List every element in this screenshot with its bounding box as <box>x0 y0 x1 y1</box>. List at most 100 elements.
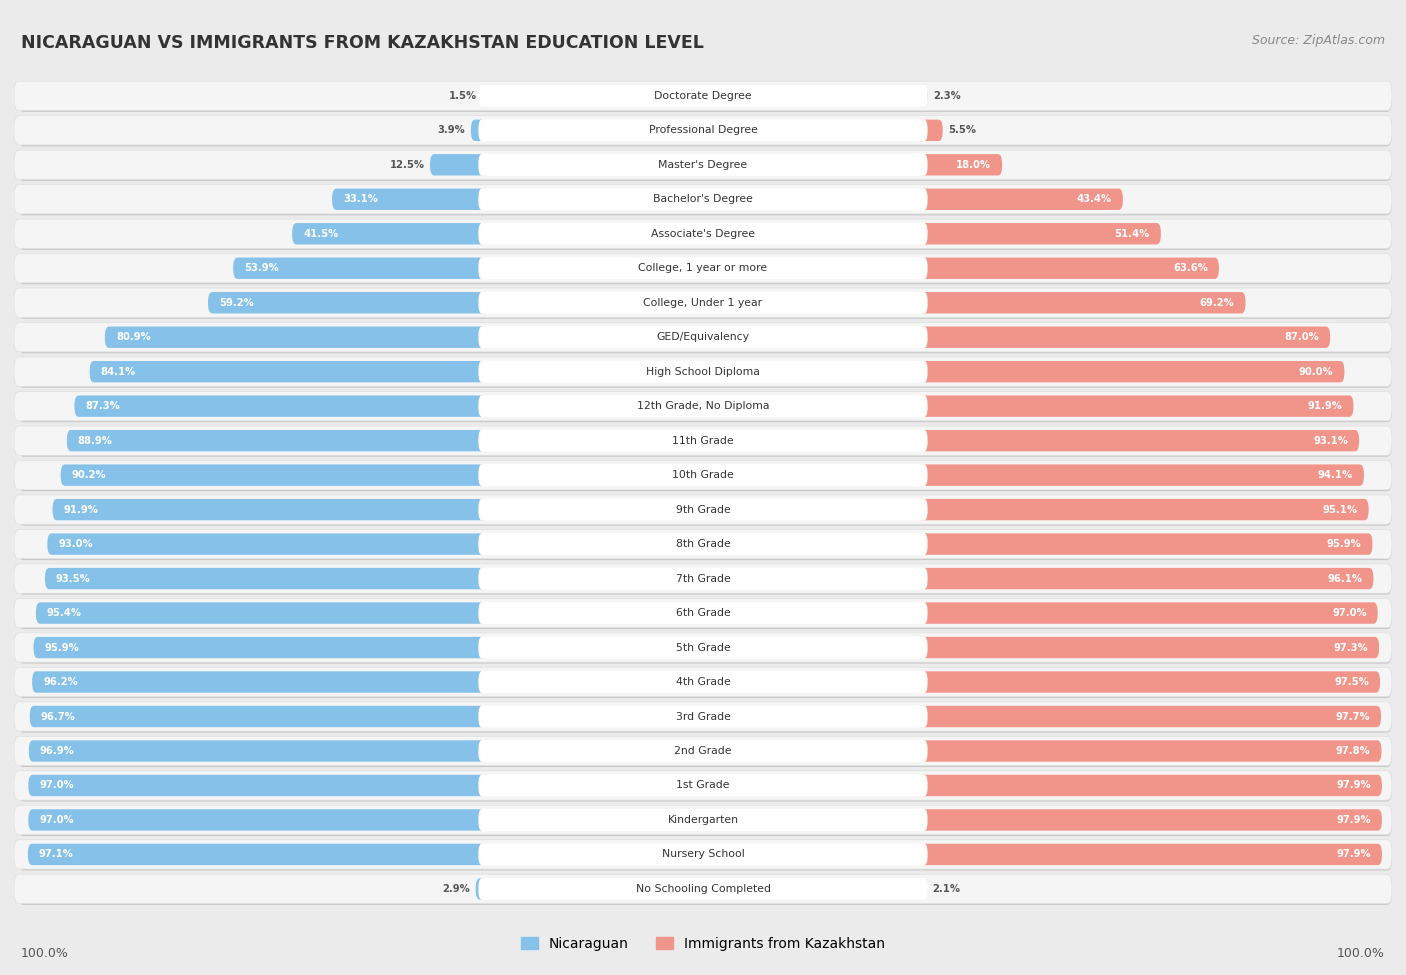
FancyBboxPatch shape <box>478 361 928 383</box>
FancyBboxPatch shape <box>14 839 1392 869</box>
Text: College, Under 1 year: College, Under 1 year <box>644 297 762 308</box>
FancyBboxPatch shape <box>18 496 1392 526</box>
FancyBboxPatch shape <box>917 499 1368 521</box>
FancyBboxPatch shape <box>18 151 1392 180</box>
FancyBboxPatch shape <box>478 85 928 107</box>
FancyBboxPatch shape <box>478 602 928 624</box>
Text: 94.1%: 94.1% <box>1317 470 1353 480</box>
FancyBboxPatch shape <box>28 740 489 761</box>
Text: 1st Grade: 1st Grade <box>676 780 730 791</box>
Text: 5.5%: 5.5% <box>948 126 976 136</box>
FancyBboxPatch shape <box>478 843 928 866</box>
FancyBboxPatch shape <box>917 154 1002 176</box>
Text: Source: ZipAtlas.com: Source: ZipAtlas.com <box>1251 34 1385 47</box>
Text: 51.4%: 51.4% <box>1115 229 1150 239</box>
FancyBboxPatch shape <box>14 495 1392 525</box>
Text: 3rd Grade: 3rd Grade <box>675 712 731 722</box>
FancyBboxPatch shape <box>18 220 1392 250</box>
FancyBboxPatch shape <box>18 255 1392 285</box>
FancyBboxPatch shape <box>60 464 489 486</box>
FancyBboxPatch shape <box>917 637 1379 658</box>
FancyBboxPatch shape <box>14 150 1392 179</box>
Text: Master's Degree: Master's Degree <box>658 160 748 170</box>
FancyBboxPatch shape <box>67 430 489 451</box>
Text: 63.6%: 63.6% <box>1173 263 1208 273</box>
Text: 90.0%: 90.0% <box>1299 367 1333 376</box>
FancyBboxPatch shape <box>478 327 928 348</box>
FancyBboxPatch shape <box>14 116 1392 145</box>
FancyBboxPatch shape <box>18 530 1392 560</box>
FancyBboxPatch shape <box>478 774 928 797</box>
FancyBboxPatch shape <box>917 603 1378 624</box>
Text: 2.1%: 2.1% <box>932 884 960 894</box>
Text: Professional Degree: Professional Degree <box>648 126 758 136</box>
FancyBboxPatch shape <box>18 186 1392 215</box>
Text: 95.4%: 95.4% <box>46 608 82 618</box>
Text: 95.1%: 95.1% <box>1323 505 1358 515</box>
FancyBboxPatch shape <box>14 184 1392 214</box>
FancyBboxPatch shape <box>28 843 489 865</box>
FancyBboxPatch shape <box>917 809 1382 831</box>
Text: 91.9%: 91.9% <box>1308 401 1343 411</box>
FancyBboxPatch shape <box>14 460 1392 489</box>
FancyBboxPatch shape <box>18 290 1392 319</box>
FancyBboxPatch shape <box>18 566 1392 595</box>
FancyBboxPatch shape <box>14 771 1392 800</box>
FancyBboxPatch shape <box>478 154 928 176</box>
FancyBboxPatch shape <box>917 85 928 106</box>
Text: 2.9%: 2.9% <box>443 884 470 894</box>
FancyBboxPatch shape <box>75 396 489 417</box>
FancyBboxPatch shape <box>37 603 489 624</box>
FancyBboxPatch shape <box>917 257 1219 279</box>
FancyBboxPatch shape <box>18 635 1392 664</box>
FancyBboxPatch shape <box>478 706 928 727</box>
FancyBboxPatch shape <box>28 809 489 831</box>
FancyBboxPatch shape <box>14 875 1392 904</box>
FancyBboxPatch shape <box>478 878 928 900</box>
FancyBboxPatch shape <box>917 396 1354 417</box>
FancyBboxPatch shape <box>478 395 928 417</box>
FancyBboxPatch shape <box>14 254 1392 283</box>
Text: 95.9%: 95.9% <box>1327 539 1361 549</box>
FancyBboxPatch shape <box>478 464 928 487</box>
Text: 100.0%: 100.0% <box>1337 947 1385 960</box>
FancyBboxPatch shape <box>482 85 489 106</box>
FancyBboxPatch shape <box>14 288 1392 318</box>
Text: 12th Grade, No Diploma: 12th Grade, No Diploma <box>637 401 769 411</box>
Text: 8th Grade: 8th Grade <box>676 539 730 549</box>
FancyBboxPatch shape <box>917 878 927 900</box>
FancyBboxPatch shape <box>18 117 1392 146</box>
Text: Associate's Degree: Associate's Degree <box>651 229 755 239</box>
Text: 53.9%: 53.9% <box>245 263 278 273</box>
FancyBboxPatch shape <box>14 426 1392 455</box>
Text: 97.0%: 97.0% <box>39 780 75 791</box>
FancyBboxPatch shape <box>18 806 1392 836</box>
FancyBboxPatch shape <box>14 529 1392 559</box>
Text: 97.9%: 97.9% <box>1336 780 1371 791</box>
FancyBboxPatch shape <box>14 736 1392 765</box>
Text: GED/Equivalency: GED/Equivalency <box>657 332 749 342</box>
FancyBboxPatch shape <box>917 292 1246 313</box>
FancyBboxPatch shape <box>478 292 928 314</box>
FancyBboxPatch shape <box>14 81 1392 110</box>
Text: 96.2%: 96.2% <box>44 677 77 687</box>
FancyBboxPatch shape <box>14 805 1392 835</box>
Text: 84.1%: 84.1% <box>101 367 136 376</box>
FancyBboxPatch shape <box>28 775 489 797</box>
Text: 5th Grade: 5th Grade <box>676 643 730 652</box>
FancyBboxPatch shape <box>18 772 1392 801</box>
Text: Nursery School: Nursery School <box>662 849 744 859</box>
FancyBboxPatch shape <box>14 357 1392 386</box>
FancyBboxPatch shape <box>14 702 1392 731</box>
Text: 18.0%: 18.0% <box>956 160 991 170</box>
Text: 2nd Grade: 2nd Grade <box>675 746 731 756</box>
Text: 100.0%: 100.0% <box>21 947 69 960</box>
FancyBboxPatch shape <box>917 464 1364 486</box>
FancyBboxPatch shape <box>917 533 1372 555</box>
FancyBboxPatch shape <box>917 706 1381 727</box>
Text: 69.2%: 69.2% <box>1199 297 1234 308</box>
Text: 10th Grade: 10th Grade <box>672 470 734 480</box>
Text: 88.9%: 88.9% <box>77 436 112 446</box>
FancyBboxPatch shape <box>478 567 928 590</box>
FancyBboxPatch shape <box>917 843 1382 865</box>
